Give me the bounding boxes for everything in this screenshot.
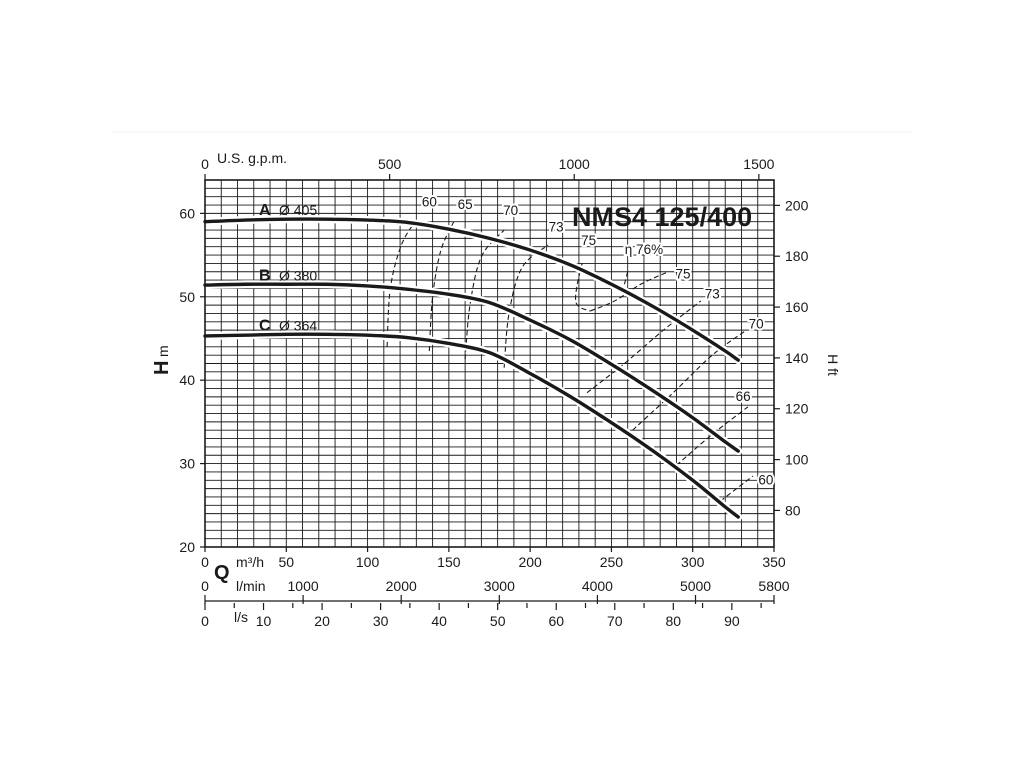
x-lmin-tick-label: 0 <box>201 578 209 594</box>
y-right-tick-label: 140 <box>785 350 809 366</box>
efficiency-contour <box>676 406 749 466</box>
x-m3h-tick-label: 300 <box>681 554 705 570</box>
curve-B <box>203 282 740 453</box>
efficiency-label: 70 <box>749 316 764 331</box>
curve-diameter-C: Ø 364 <box>279 317 317 333</box>
efficiency-label: 75 <box>581 233 596 248</box>
efficiency-label: 73 <box>549 220 564 235</box>
x-top-unit-label: U.S. g.p.m. <box>217 150 287 166</box>
efficiency-label: 73 <box>705 286 720 301</box>
y-left-tick-label: 30 <box>179 456 195 472</box>
y-right-tick-label: 200 <box>785 197 809 213</box>
x-ls-tick-label: 0 <box>201 613 209 629</box>
efficiency-label: 65 <box>458 197 473 212</box>
efficiency-contour <box>632 329 747 431</box>
efficiency-contour <box>428 221 455 352</box>
x-lmin-tick-label: 4000 <box>582 578 613 594</box>
x-ls-tick-label: 20 <box>314 613 330 629</box>
efficiency-contour <box>386 217 419 347</box>
x-lmin-tick-label: 5800 <box>758 578 789 594</box>
x-ls-tick-label: 10 <box>256 613 272 629</box>
curve-C <box>203 332 740 519</box>
curve-diameter-B: Ø 380 <box>279 267 317 283</box>
x-lmin-tick-label: 3000 <box>484 578 515 594</box>
y-left-tick-label: 50 <box>179 289 195 305</box>
y-right-tick-label: 180 <box>785 248 809 264</box>
x-ls-tick-label: 60 <box>548 613 564 629</box>
efficiency-contour <box>623 271 629 285</box>
curve-A <box>203 217 740 362</box>
y-left-tick-label: 40 <box>179 372 195 388</box>
efficiency-label: 75 <box>675 266 690 281</box>
efficiency-label: 60 <box>422 195 437 210</box>
x-m3h-tick-label: 250 <box>600 554 624 570</box>
x-lmin-tick-label: 5000 <box>680 578 711 594</box>
annotations: A Ø 405 B Ø 380 C Ø 364 60 65 70 73 75 75 η 76% 73 70 6… <box>259 193 775 490</box>
efficiency-label: 70 <box>503 203 518 218</box>
y-left-tick-label: 20 <box>179 539 195 555</box>
efficiency-label: 60 <box>758 472 773 487</box>
x-m3h-tick-label: 200 <box>518 554 542 570</box>
curve-letter-B: B <box>259 267 271 284</box>
x-ls-tick-label: 50 <box>490 613 506 629</box>
y-right-label: H ft <box>825 354 841 376</box>
x-m3h-tick-label: 0 <box>201 554 209 570</box>
efficiency-label: η 76% <box>625 242 663 257</box>
x-ls-unit-label: l/s <box>234 609 248 625</box>
x-lmin-tick-label: 2000 <box>386 578 417 594</box>
chart-title: NMS4 125/400 <box>572 202 752 232</box>
x-ls-tick-label: 40 <box>431 613 447 629</box>
y-right-tick-label: 120 <box>785 401 809 417</box>
x-ls-tick-label: 90 <box>724 613 740 629</box>
efficiency-contour <box>586 300 702 394</box>
efficiency-contour <box>574 263 591 312</box>
performance-curves <box>201 215 743 521</box>
x-top-tick-label: 1500 <box>743 156 774 172</box>
x-m3h-tick-label: 50 <box>278 554 294 570</box>
y-left-tick-label: 60 <box>179 205 195 221</box>
x-m3h-unit-label: m³/h <box>236 554 264 570</box>
curve-letter-A: A <box>259 202 271 219</box>
x-ls-tick-label: 70 <box>607 613 623 629</box>
x-q-symbol: Q <box>214 562 230 584</box>
x-lmin-tick-label: 1000 <box>288 578 319 594</box>
y-left-symbol: H <box>151 361 173 375</box>
x-m3h-tick-label: 350 <box>762 554 786 570</box>
x-ls-tick-label: 30 <box>373 613 389 629</box>
x-ls-tick-label: 80 <box>666 613 682 629</box>
y-right-tick-label: 160 <box>785 299 809 315</box>
x-m3h-tick-label: 150 <box>437 554 461 570</box>
grid <box>205 180 774 547</box>
x-top-tick-label: 500 <box>378 156 402 172</box>
curve-diameter-A: Ø 405 <box>279 202 317 218</box>
x-top-tick-label: 0 <box>201 156 209 172</box>
efficiency-contour <box>720 475 754 502</box>
plot-frame <box>204 179 775 548</box>
curve-letter-C: C <box>259 317 271 334</box>
efficiency-label: 66 <box>736 389 751 404</box>
y-left-unit: m <box>155 345 171 357</box>
x-m3h-tick-label: 100 <box>356 554 380 570</box>
y-right-tick-label: 80 <box>785 502 801 518</box>
x-top-tick-label: 1000 <box>559 156 590 172</box>
x-lmin-unit-label: l/min <box>236 578 266 594</box>
y-right-tick-label: 100 <box>785 452 809 468</box>
